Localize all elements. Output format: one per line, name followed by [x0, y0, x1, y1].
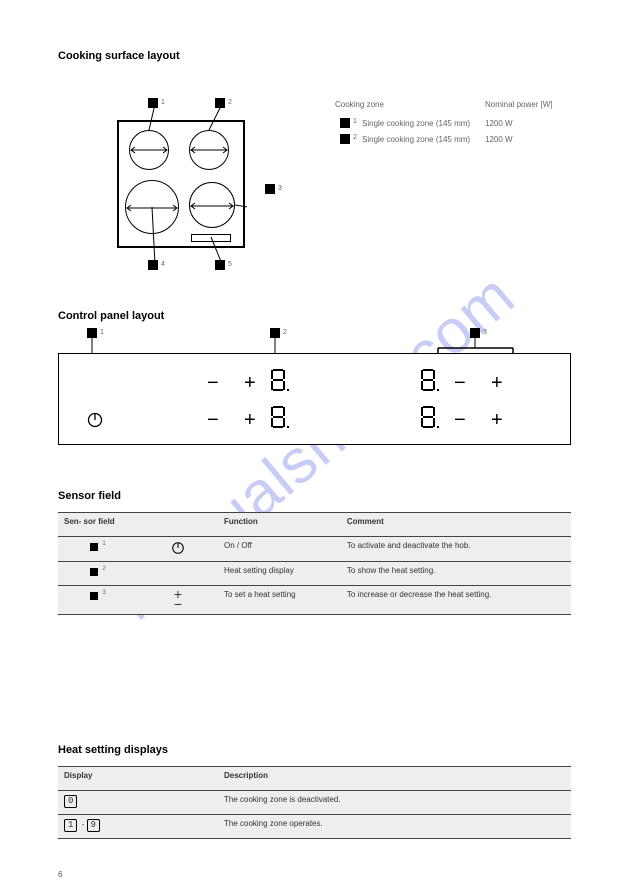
panel-callout-3-num: 3 — [483, 329, 487, 336]
row-comment: To increase or decrease the heat setting… — [341, 586, 571, 615]
row-marker-icon — [90, 543, 98, 551]
seg-display-3 — [271, 406, 285, 433]
cooktop-callout-2-num: 2 — [228, 99, 232, 106]
cooktop-callout-1-num: 1 — [161, 99, 165, 106]
spec-marker-1 — [340, 118, 350, 128]
control-panel-diagram: − + − + − + − + — [58, 353, 571, 445]
plus-icon: + — [491, 372, 503, 395]
spec-label-1: Single cooking zone (145 mm) — [362, 119, 470, 128]
arrow-icon — [189, 202, 235, 210]
power-icon — [87, 412, 103, 428]
page-root: manualshive.com Cooking surface layout C… — [0, 0, 629, 893]
arrow-icon — [189, 146, 229, 154]
th-function: Function — [218, 513, 341, 537]
row-func: Heat setting display — [218, 562, 341, 586]
cooktop-callout-4 — [148, 260, 158, 270]
heat-display-table: Display Description 0 The cooking zone i… — [58, 766, 571, 839]
col-power-label: Nominal power [W] — [485, 100, 553, 109]
th-desc: Description — [218, 767, 571, 791]
arrow-icon — [129, 146, 169, 154]
cooktop-diagram — [117, 120, 245, 248]
cooktop-callout-3 — [265, 184, 275, 194]
page-number: 6 — [58, 870, 62, 879]
control-panel-heading: Control panel layout — [58, 310, 164, 322]
heat-display-heading: Heat setting displays — [58, 744, 168, 756]
table-row: 1 - 9 The cooking zone operates. — [58, 815, 571, 839]
digit-1-icon: 1 — [64, 819, 77, 832]
digit-0-icon: 0 — [64, 795, 77, 808]
cooktop-callout-4-num: 4 — [161, 261, 165, 268]
range-sep: - — [79, 820, 86, 829]
cooktop-callout-1 — [148, 98, 158, 108]
plus-icon: + — [244, 409, 256, 432]
row-comment: To show the heat setting. — [341, 562, 571, 586]
cooking-surface-heading: Cooking surface layout — [58, 50, 180, 62]
row-num: 1 — [102, 541, 105, 547]
sensor-field-table: Sen- sor field Function Comment 1 On / O… — [58, 512, 571, 615]
seg-display-2 — [421, 369, 435, 396]
th-display: Display — [58, 767, 218, 791]
spec-num-2: 2 — [353, 134, 357, 141]
row-func: On / Off — [218, 537, 341, 562]
arrow-icon — [125, 204, 179, 212]
row-desc: The cooking zone operates. — [218, 815, 571, 839]
panel-callout-1-num: 1 — [100, 329, 104, 336]
plus-icon: + — [244, 372, 256, 395]
row-marker-icon — [90, 592, 98, 600]
table-header-row: Sen- sor field Function Comment — [58, 513, 571, 537]
cooktop-callout-5-num: 5 — [228, 261, 232, 268]
th-sensor: Sen- sor field — [58, 513, 218, 537]
spec-label-2: Single cooking zone (145 mm) — [362, 135, 470, 144]
control-panel-rect — [191, 234, 231, 242]
row-func: To set a heat setting — [218, 586, 341, 615]
minus-icon: − — [207, 372, 219, 395]
seg-display-1 — [271, 369, 285, 396]
plusminus-icon: +− — [138, 586, 218, 615]
row-num: 3 — [102, 590, 105, 596]
panel-callout-2-num: 2 — [283, 329, 287, 336]
cooktop-callout-5 — [215, 260, 225, 270]
row-comment: To activate and deactivate the hob. — [341, 537, 571, 562]
table-row: 1 On / Off To activate and deactivate th… — [58, 537, 571, 562]
table-row: 3 +− To set a heat setting To increase o… — [58, 586, 571, 615]
spec-power-1: 1200 W — [485, 119, 513, 128]
table-row: 0 The cooking zone is deactivated. — [58, 791, 571, 815]
seg-display-4 — [421, 406, 435, 433]
power-icon — [171, 541, 185, 555]
plus-icon: + — [491, 409, 503, 432]
spec-power-2: 1200 W — [485, 135, 513, 144]
row-marker-icon — [90, 568, 98, 576]
sensor-field-heading: Sensor field — [58, 490, 121, 502]
row-num: 2 — [102, 566, 105, 572]
row-desc: The cooking zone is deactivated. — [218, 791, 571, 815]
col-zone-label: Cooking zone — [335, 100, 384, 109]
minus-icon: − — [207, 409, 219, 432]
cooktop-callout-3-num: 3 — [278, 185, 282, 192]
spec-marker-2 — [340, 134, 350, 144]
minus-icon: − — [454, 409, 466, 432]
table-header-row: Display Description — [58, 767, 571, 791]
spec-num-1: 1 — [353, 118, 357, 125]
digit-9-icon: 9 — [87, 819, 100, 832]
cooktop-callout-2 — [215, 98, 225, 108]
table-row: 2 Heat setting display To show the heat … — [58, 562, 571, 586]
th-comment: Comment — [341, 513, 571, 537]
minus-icon: − — [454, 372, 466, 395]
